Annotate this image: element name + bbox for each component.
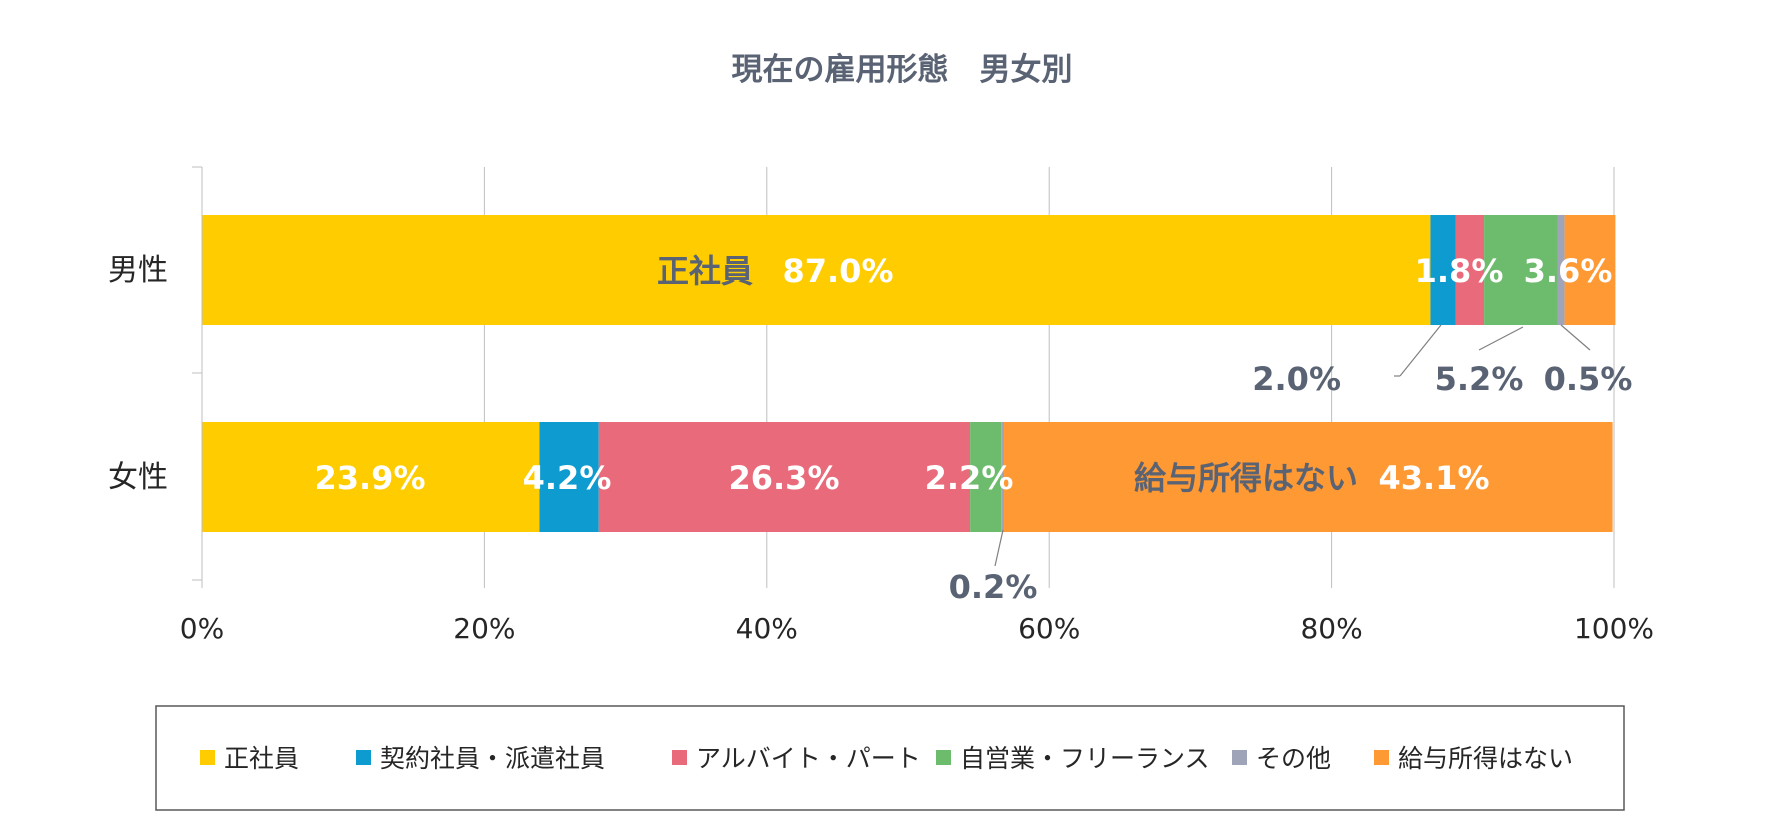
legend-label: 自営業・フリーランス xyxy=(960,744,1210,773)
bar-4-1 xyxy=(1484,215,1558,325)
bar-6-2 xyxy=(1004,422,1613,532)
legend-label: アルバイト・パート xyxy=(696,744,921,773)
data-label: 5.2% xyxy=(1435,360,1524,398)
legend-label: その他 xyxy=(1256,744,1331,773)
bar-4-2 xyxy=(970,422,1002,532)
legend-swatch xyxy=(356,750,371,765)
x-tick-label: 60% xyxy=(1018,612,1080,645)
legend-swatch xyxy=(1232,750,1247,765)
data-label: 正社員 xyxy=(657,252,753,290)
legend-swatch xyxy=(200,750,215,765)
x-tick-label: 80% xyxy=(1300,612,1362,645)
legend: 正社員 契約社員・派遣社員 アルバイト・パート 自営業・フリーランス その他 給与所得はな… xyxy=(155,705,1625,811)
data-label: 23.9% xyxy=(314,459,425,497)
data-label: 給与所得はない xyxy=(1134,459,1358,497)
bar-5-2 xyxy=(1001,422,1005,532)
x-tick-label: 20% xyxy=(453,612,515,645)
bar-1-1 xyxy=(202,215,1431,325)
leader-line-3 xyxy=(994,529,1004,567)
y-category-label: 男性 xyxy=(108,253,168,288)
legend-swatch xyxy=(1374,750,1389,765)
legend-swatch xyxy=(672,750,687,765)
bar-3-2 xyxy=(598,422,971,532)
x-tick-label: 100% xyxy=(1574,612,1654,645)
bar-2-2 xyxy=(539,422,599,532)
leader-line-2 xyxy=(1560,324,1591,351)
bar-1-2 xyxy=(202,422,540,532)
bar-6-1 xyxy=(1564,215,1616,325)
data-label: 2.2% xyxy=(925,459,1014,497)
data-label: 26.3% xyxy=(728,459,839,497)
leader-line-0 xyxy=(1399,324,1442,377)
data-label: 0.5% xyxy=(1544,360,1633,398)
bar-3-1 xyxy=(1455,215,1485,325)
data-label: 2.0% xyxy=(1252,360,1341,398)
legend-label: 正社員 xyxy=(224,744,299,773)
legend-label: 給与所得はない xyxy=(1398,744,1573,773)
y-category-label: 女性 xyxy=(108,460,168,495)
data-label: 4.2% xyxy=(523,459,612,497)
data-label: 43.1% xyxy=(1378,459,1489,497)
leader-lines xyxy=(994,324,1591,567)
chart-title: 現在の雇用形態 男女別 xyxy=(732,52,1073,88)
leader-line-1 xyxy=(1478,326,1524,351)
x-tick-label: 40% xyxy=(736,612,798,645)
legend-label: 契約社員・派遣社員 xyxy=(380,744,605,773)
bar-2-1 xyxy=(1430,215,1456,325)
data-label: 1.8% xyxy=(1415,252,1504,290)
x-tick-label: 0% xyxy=(180,612,224,645)
bars xyxy=(202,215,1616,532)
bar-5-1 xyxy=(1557,215,1565,325)
data-label: 0.2% xyxy=(949,568,1038,606)
data-label: 87.0% xyxy=(782,252,893,290)
legend-swatch xyxy=(936,750,951,765)
data-labels: 正社員 87.0% 1.8% 3.6% 2.0% 5.2% 0.5% 23.9% 4.2% 26.… xyxy=(314,252,1632,606)
data-label: 3.6% xyxy=(1524,252,1613,290)
